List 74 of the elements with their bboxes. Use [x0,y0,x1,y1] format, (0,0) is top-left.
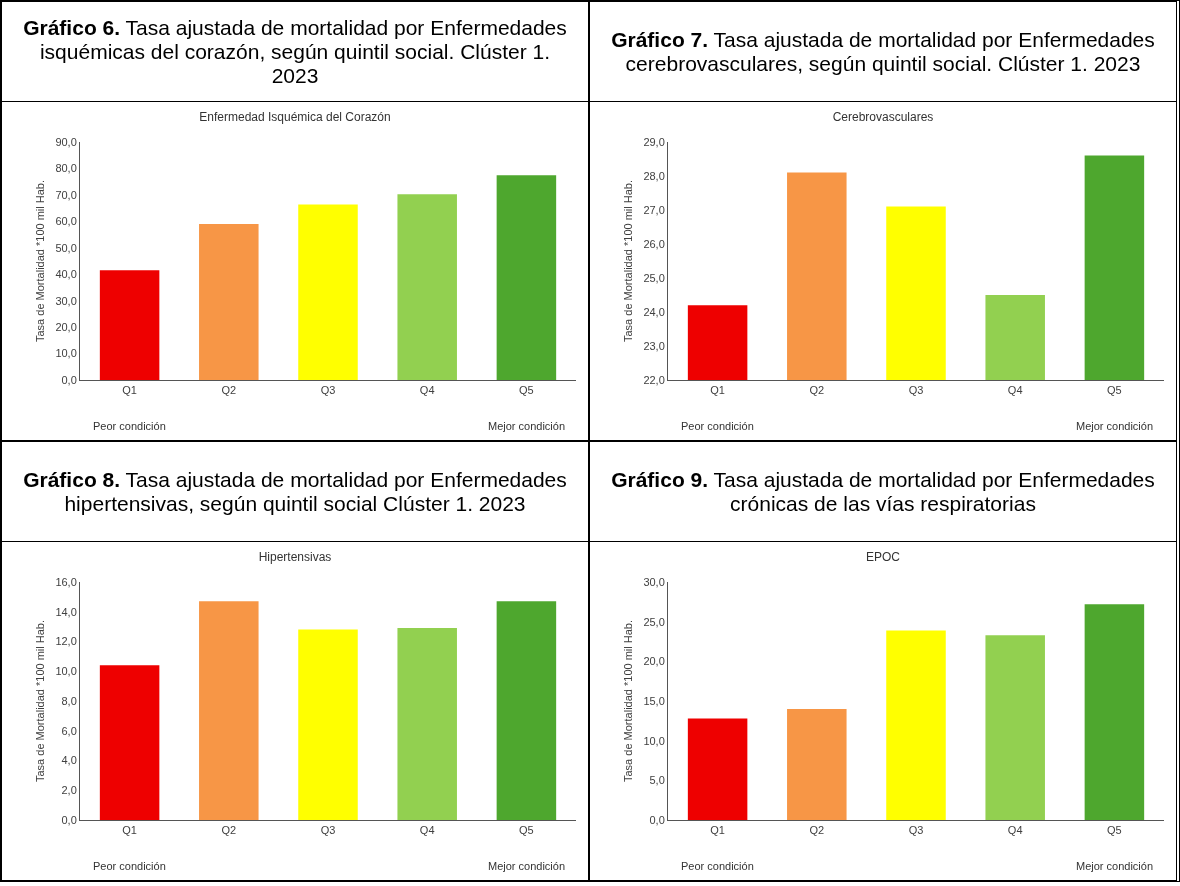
chart-subtitle: Cerebrovasculares [832,109,934,124]
y-tick-label: 60,0 [55,215,77,228]
y-axis-title: Tasa de Mortalidad *100 mil Hab. [622,619,635,783]
x-tick-label: Q2 [809,384,825,397]
y-tick-label: 40,0 [55,268,77,281]
y-tick-label: 24,0 [643,305,665,318]
text: Peor condición [93,860,166,872]
y-axis-title: Tasa de Mortalidad *100 mil Hab. [34,619,47,783]
x-tick-label: Q3 [320,384,336,397]
y-tick-label: 0,0 [61,373,77,386]
y-tick-label: 80,0 [55,162,77,175]
y-tick-label: 2,0 [61,784,77,797]
x-tick-label: Q3 [320,824,336,837]
y-tick-label: 10,0 [55,665,77,678]
y-tick-label: 23,0 [643,339,665,352]
x-tick-label: Q1 [710,384,725,397]
y-tick-label: 8,0 [61,694,77,707]
y-tick-label: 70,0 [55,188,77,201]
y-tick-label: 27,0 [643,203,665,216]
y-tick-label: 0,0 [649,813,665,826]
y-tick-label: 28,0 [643,169,665,182]
x-tick-label: Q5 [1107,384,1122,397]
y-tick-label: 25,0 [643,615,665,628]
y-tick-label: 0,0 [61,813,77,826]
chart-title: Gráfico 7. Tasa ajustada de mortalidad por Enfermedades cerebrovasculares, según quintil social. Clúster 1. 2023 [610,27,1156,76]
y-tick-label: 29,0 [643,135,665,148]
text: Mejor condición [488,420,566,432]
x-tick-label: Q4 [1007,384,1023,397]
x-tick-label: Q4 [1007,824,1023,837]
y-tick-label: 4,0 [61,754,77,767]
x-tick-label: Q1 [122,824,137,837]
y-tick-label: 30,0 [643,575,665,588]
y-tick-label: 50,0 [55,241,77,254]
chart-title: Gráfico 6. Tasa ajustada de mortalidad por Enfermedades isquémicas del corazón, según quintil social. Clúster 1. 2023 [22,15,568,88]
x-tick-label: Q3 [908,384,924,397]
y-tick-label: 25,0 [643,271,665,284]
y-tick-label: 16,0 [55,575,77,588]
y-tick-label: 26,0 [643,237,665,250]
y-tick-label: 15,0 [643,694,665,707]
text: Peor condición [681,420,754,432]
y-tick-label: 10,0 [55,347,77,360]
text: Mejor condición [1076,860,1154,872]
y-tick-label: 10,0 [643,734,665,747]
x-tick-label: Q1 [710,824,725,837]
y-tick-label: 20,0 [643,655,665,668]
x-tick-label: Q2 [221,384,237,397]
y-tick-label: 14,0 [55,605,77,618]
chart-subtitle: Hipertensivas [258,549,332,564]
y-tick-label: 30,0 [55,294,77,307]
x-tick-label: Q2 [221,824,237,837]
x-tick-label: Q5 [1107,824,1122,837]
y-tick-label: 20,0 [55,320,77,333]
x-tick-label: Q4 [419,384,435,397]
text: Mejor condición [488,860,566,872]
y-tick-label: 12,0 [55,635,77,648]
y-tick-label: 90,0 [55,135,77,148]
x-tick-label: Q5 [519,384,534,397]
y-axis-title: Tasa de Mortalidad *100 mil Hab. [622,179,635,343]
x-tick-label: Q3 [908,824,924,837]
text: Peor condición [93,420,166,432]
y-tick-label: 5,0 [649,774,665,787]
text: Peor condición [681,860,754,872]
text: Mejor condición [1076,420,1154,432]
y-tick-label: 6,0 [61,724,77,737]
chart-title: Gráfico 9. Tasa ajustada de mortalidad por Enfermedades crónicas de las vías respiratorias [610,467,1156,516]
x-tick-label: Q5 [519,824,534,837]
chart-title: Gráfico 8. Tasa ajustada de mortalidad por Enfermedades hipertensivas, según quintil social Clúster 1. 2023 [22,467,568,516]
x-tick-label: Q1 [122,384,137,397]
x-tick-label: Q2 [809,824,825,837]
chart-subtitle: Enfermedad Isquémica del Corazón [199,109,391,124]
y-tick-label: 22,0 [643,373,665,386]
x-tick-label: Q4 [419,824,435,837]
chart-subtitle: EPOC [865,549,901,564]
y-axis-title: Tasa de Mortalidad *100 mil Hab. [34,179,47,343]
